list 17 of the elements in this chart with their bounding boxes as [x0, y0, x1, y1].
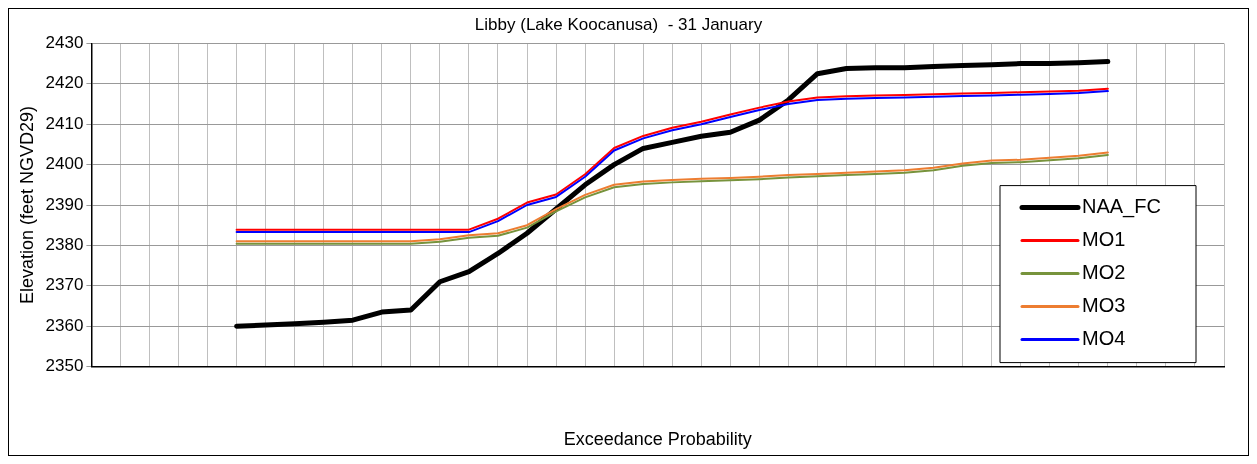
legend-label: NAA_FC: [1082, 195, 1161, 219]
chart-title: Libby (Lake Koocanusa) - 31 January: [474, 14, 763, 34]
y-tick-label: 2390: [45, 194, 84, 214]
y-tick-label: 2350: [45, 356, 84, 376]
y-tick-label: 2360: [45, 315, 84, 335]
legend-label: MO1: [1082, 228, 1126, 251]
y-tick-label: 2430: [45, 33, 84, 53]
y-tick-label: 2380: [45, 235, 84, 255]
x-axis-title: Exceedance Probability: [563, 429, 752, 450]
y-axis-title: Elevation (feet NGVD29): [16, 105, 37, 305]
legend-label: MO2: [1082, 261, 1126, 284]
y-tick-label: 2410: [45, 113, 84, 133]
y-tick-label: 2370: [45, 275, 84, 295]
legend-label: MO4: [1082, 327, 1126, 350]
y-tick-label: 2420: [45, 73, 84, 93]
legend-label: MO3: [1082, 294, 1126, 317]
y-tick-label: 2400: [45, 154, 84, 174]
